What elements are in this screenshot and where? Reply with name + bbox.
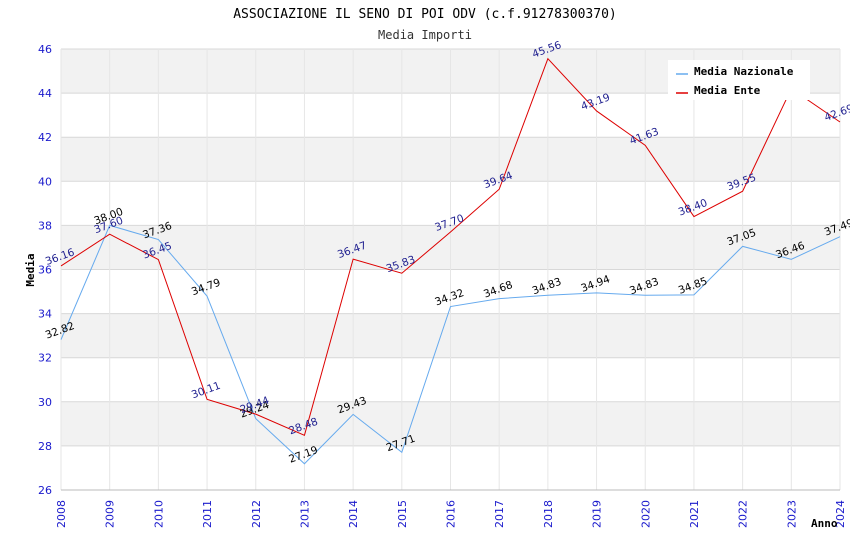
x-tick-label: 2012 — [250, 500, 263, 528]
y-tick-label: 30 — [38, 396, 52, 409]
x-tick-label: 2023 — [785, 500, 798, 528]
x-tick-label: 2008 — [55, 500, 68, 528]
y-tick-label: 36 — [38, 264, 52, 277]
legend: Media Nazionale Media Ente — [668, 60, 810, 100]
legend-label-ente: Media Ente — [694, 84, 761, 97]
x-tick-label: 2011 — [201, 500, 214, 528]
legend-box — [668, 60, 810, 100]
x-tick-label: 2009 — [104, 500, 117, 528]
y-tick-label: 38 — [38, 219, 52, 232]
y-tick-label: 46 — [38, 43, 52, 56]
x-tick-label: 2024 — [834, 500, 847, 528]
x-tick-label: 2018 — [542, 500, 555, 528]
y-axis-ticks: 26 28 30 32 34 36 38 40 42 44 46 — [38, 43, 52, 497]
x-tick-label: 2016 — [445, 500, 458, 528]
x-axis-label: Anno — [811, 517, 838, 530]
y-tick-label: 42 — [38, 131, 52, 144]
series-line-ente — [60, 57, 841, 437]
y-tick-label: 32 — [38, 352, 52, 365]
x-tick-label: 2021 — [688, 500, 701, 528]
y-tick-label: 34 — [38, 308, 52, 321]
x-tick-label: 2017 — [493, 500, 506, 528]
x-tick-label: 2014 — [347, 500, 360, 528]
x-tick-label: 2015 — [396, 500, 409, 528]
x-tick-label: 2022 — [737, 500, 750, 528]
x-tick-label: 2020 — [639, 500, 652, 528]
legend-label-nazionale: Media Nazionale — [694, 65, 794, 78]
x-tick-label: 2010 — [152, 500, 165, 528]
y-tick-label: 26 — [38, 484, 52, 497]
chart-subtitle: Media Importi — [378, 28, 472, 42]
x-tick-label: 2019 — [591, 500, 604, 528]
grid-lines — [60, 48, 841, 491]
y-tick-label: 40 — [38, 175, 52, 188]
y-tick-label: 44 — [38, 87, 52, 100]
x-axis-ticks: 2008 2009 2010 2011 2012 2013 2014 2015 2016 2017… — [55, 500, 847, 528]
y-tick-label: 28 — [38, 440, 52, 453]
y-axis-label: Media — [24, 253, 37, 286]
series-group — [60, 57, 841, 465]
chart-title: ASSOCIAZIONE IL SENO DI POI ODV (c.f.912… — [233, 7, 617, 22]
series-line-nazionale — [60, 224, 841, 465]
x-tick-label: 2013 — [298, 500, 311, 528]
